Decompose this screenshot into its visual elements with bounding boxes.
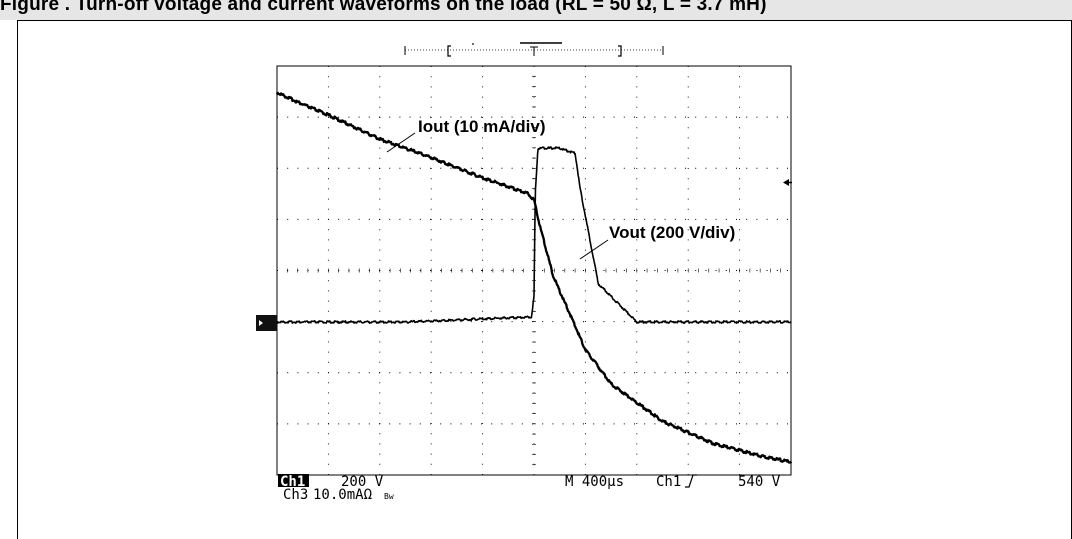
record-length-indicator bbox=[404, 42, 664, 57]
ground-marker-ch1 bbox=[256, 315, 277, 331]
ch1-badge-background bbox=[278, 474, 309, 487]
trigger-level-marker bbox=[783, 179, 789, 186]
iout-annotation: Iout (10 mA/div) bbox=[418, 117, 546, 136]
ch3-label: Ch3 bbox=[283, 487, 308, 503]
ch3-bandwidth-limit: Bw bbox=[384, 492, 394, 501]
vout-annotation: Vout (200 V/div) bbox=[609, 223, 735, 242]
trigger-level-readout: 540 V bbox=[738, 474, 781, 490]
trace-layer bbox=[275, 91, 793, 464]
ground-marker-ch1-notch bbox=[259, 320, 263, 326]
figure-title: Figure . Turn-off voltage and current wa… bbox=[0, 0, 767, 15]
vout-trace bbox=[276, 146, 792, 324]
ch1-scale-readout: 200 V bbox=[341, 474, 384, 490]
ch3-scale-readout: 10.0mAΩ bbox=[313, 487, 372, 503]
trigger-source-readout: Ch1 bbox=[656, 474, 681, 490]
timebase-readout: M 400µs bbox=[565, 474, 624, 490]
vout-leader-line bbox=[579, 239, 609, 260]
iout-trace bbox=[275, 91, 793, 464]
iout-leader-line bbox=[386, 132, 416, 153]
ch1-badge: Ch1 bbox=[280, 474, 305, 490]
trigger-slope-icon bbox=[685, 474, 697, 488]
figure-title-bar: Figure . Turn-off voltage and current wa… bbox=[0, 0, 1072, 20]
